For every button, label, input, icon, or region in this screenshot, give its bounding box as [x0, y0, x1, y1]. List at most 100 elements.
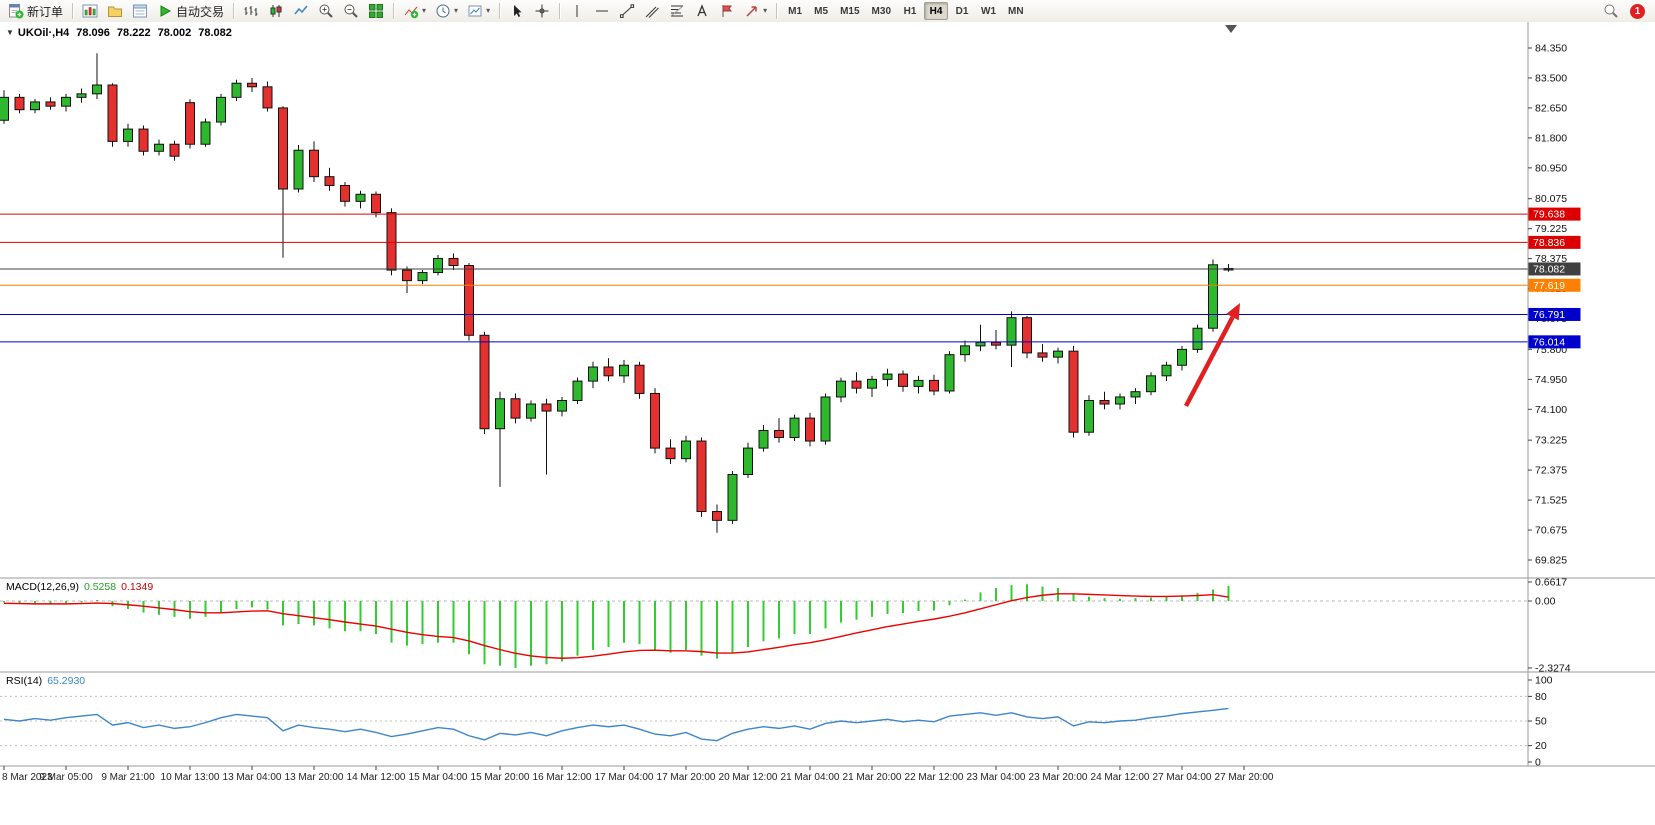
data-window-button[interactable] — [128, 1, 152, 21]
time-axis-label: 9 Mar 21:00 — [101, 772, 155, 783]
candle — [0, 96, 9, 121]
new-order-button[interactable]: 新订单 — [4, 1, 67, 21]
candle — [1208, 264, 1218, 329]
candle — [650, 392, 660, 449]
cursor-button[interactable] — [505, 1, 529, 21]
template-chart-icon — [468, 5, 482, 17]
profiles-button[interactable] — [103, 1, 127, 21]
open-value: 78.096 — [76, 27, 110, 39]
candle — [944, 354, 955, 392]
periods-dropdown-button[interactable]: ▾ — [431, 1, 462, 21]
horizontal-line-tool-button[interactable] — [590, 1, 614, 21]
price-chart-svg[interactable]: 84.350 83.500 82.650 81.800 80.950 80.075 79.2… — [0, 22, 1655, 825]
rsi-value: 65.2930 — [47, 675, 86, 687]
candle — [123, 128, 133, 142]
time-axis-label: 23 Mar 04:00 — [967, 772, 1026, 783]
price-tag-label: 76.791 — [1533, 309, 1565, 321]
timeframe-m5[interactable]: M5 — [809, 2, 833, 20]
bar-chart-type-button[interactable] — [239, 1, 263, 21]
indicators-dropdown-button[interactable]: ▾ — [399, 1, 430, 21]
candle — [1115, 396, 1125, 405]
new-order-label: 新订单 — [27, 4, 64, 19]
price-tag — [1528, 235, 1581, 249]
trendline-tool-button[interactable] — [615, 1, 639, 21]
candle — [30, 101, 40, 111]
candle — [448, 257, 459, 266]
zoom-out-button[interactable] — [339, 1, 363, 21]
channel-tool-button[interactable] — [640, 1, 664, 21]
price-axis-label: 70.675 — [1535, 525, 1567, 537]
rsi-line — [3, 707, 1229, 742]
time-axis-label: 13 Mar 20:00 — [285, 772, 344, 783]
macd-main-value: 0.5258 — [83, 581, 117, 593]
trend-arrow[interactable] — [1184, 316, 1235, 408]
text-tool-button[interactable] — [690, 1, 714, 21]
price-tag-label: 78.836 — [1533, 237, 1565, 249]
candle — [820, 396, 831, 442]
time-axis-label: 20 Mar 12:00 — [719, 772, 778, 783]
label-tool-button[interactable] — [715, 1, 739, 21]
candlestick-chart-icon — [270, 5, 282, 17]
bar-shift-marker-icon — [1225, 25, 1237, 33]
line-chart-type-button[interactable] — [289, 1, 313, 21]
macd-axis-label: -2.3274 — [1535, 662, 1571, 674]
macd-histogram — [3, 584, 1230, 668]
price-axis-label: 69.825 — [1535, 555, 1567, 567]
timeframe-m30[interactable]: M30 — [867, 2, 896, 20]
search-button[interactable] — [1599, 1, 1623, 21]
low-value: 78.002 — [157, 27, 192, 39]
templates-dropdown-button[interactable]: ▾ — [463, 1, 494, 21]
time-axis-label: 13 Mar 04:00 — [223, 772, 282, 783]
trend-arrow-head[interactable] — [1226, 303, 1240, 321]
candle — [1177, 348, 1187, 366]
timeframe-d1[interactable]: D1 — [950, 2, 974, 20]
timeframe-m15[interactable]: M15 — [835, 2, 864, 20]
charts-window-button[interactable] — [78, 1, 102, 21]
macd-signal-line — [3, 593, 1229, 659]
timeframe-h4[interactable]: H4 — [924, 2, 948, 20]
price-axis-label: 82.650 — [1535, 102, 1567, 114]
timeframe-group: M1 M5 M15 M30 H1 H4 D1 W1 MN — [782, 2, 1029, 20]
candle — [603, 366, 614, 377]
timeframe-h1[interactable]: H1 — [898, 2, 922, 20]
candle — [665, 447, 676, 460]
indicators-icon — [404, 6, 419, 19]
timeframe-w1[interactable]: W1 — [976, 2, 1001, 20]
autotrading-label: 自动交易 — [176, 4, 225, 19]
candlestick-chart-type-button[interactable] — [264, 1, 288, 21]
candle — [464, 264, 474, 336]
time-axis-label: 15 Mar 20:00 — [471, 772, 530, 783]
notification-badge[interactable]: 1 — [1630, 3, 1645, 19]
trendline-icon — [620, 4, 635, 18]
candle — [200, 121, 211, 145]
candle — [913, 379, 924, 387]
ohlc-header: ▼ UKOil·,H4 78.096 78.222 78.002 78.082 — [6, 27, 232, 39]
price-tag — [1528, 335, 1581, 349]
tile-windows-button[interactable] — [364, 1, 388, 21]
candle — [557, 400, 567, 412]
autotrading-button[interactable]: 自动交易 — [153, 1, 228, 21]
time-axis-label: 8 Mar 2023 — [2, 772, 53, 783]
time-axis-label: 9 Mar 05:00 — [39, 772, 93, 783]
candle — [386, 212, 397, 271]
timeframe-m1[interactable]: M1 — [783, 2, 807, 20]
symbol-dropdown-icon[interactable]: ▼ — [6, 28, 14, 37]
vertical-line-tool-button[interactable] — [565, 1, 589, 21]
price-axis-label: 80.075 — [1535, 193, 1567, 205]
candle — [696, 440, 707, 513]
close-value: 78.082 — [198, 27, 232, 39]
timeframe-mn[interactable]: MN — [1003, 2, 1029, 20]
candle — [805, 417, 815, 442]
zoom-in-button[interactable] — [314, 1, 338, 21]
candle — [216, 96, 226, 123]
clock-icon — [436, 4, 450, 18]
candle — [309, 149, 319, 178]
candle — [185, 102, 195, 145]
candle — [1099, 400, 1110, 405]
crosshair-button[interactable] — [530, 1, 554, 21]
candle — [479, 334, 490, 430]
arrows-dropdown-button[interactable]: ▾ — [740, 1, 771, 21]
price-tag-label: 79.638 — [1533, 209, 1565, 221]
candle — [61, 96, 71, 107]
fibonacci-tool-button[interactable] — [665, 1, 689, 21]
